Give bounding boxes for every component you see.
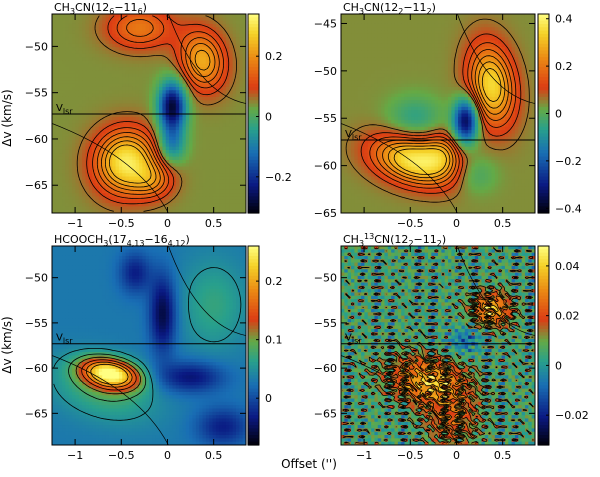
- colorbar-tick-label: −0.2: [265, 171, 292, 184]
- colorbar-tick-label: 0.2: [265, 50, 283, 63]
- panel-title: CH3CN(126−116): [54, 1, 147, 16]
- x-tick-label: 0: [164, 217, 171, 230]
- x-tick-label: −0.5: [108, 217, 135, 230]
- y-tick-label: −50: [25, 40, 48, 53]
- colorbar: 0.2 0 −0.2: [248, 14, 292, 214]
- colorbar-tick-label: 0: [265, 111, 272, 124]
- x-tick-label: 0.5: [205, 217, 223, 230]
- y-tick-label: −60: [25, 133, 48, 146]
- y-tick-label: −65: [25, 179, 48, 192]
- x-tick-label: −1: [67, 217, 83, 230]
- y-tick-label: −55: [25, 87, 48, 100]
